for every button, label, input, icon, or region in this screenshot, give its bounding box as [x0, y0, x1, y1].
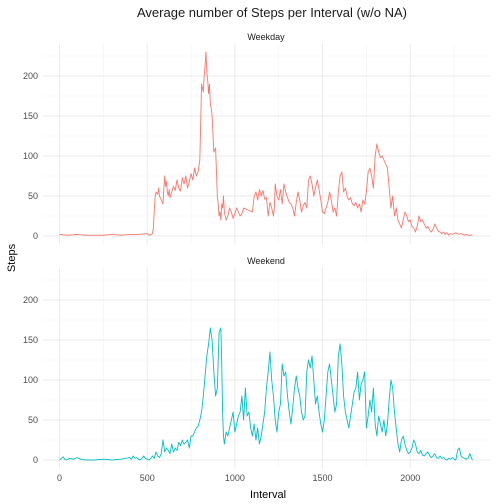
panel-strip-label: Weekday — [247, 32, 285, 42]
panel-strip-label: Weekend — [247, 256, 285, 266]
x-tick-label: 1000 — [225, 473, 245, 483]
x-tick-label: 500 — [140, 473, 155, 483]
y-tick-label: 200 — [23, 71, 38, 81]
y-tick-label: 150 — [23, 335, 38, 345]
panel-weekday: 0 50 100 150 200 Weekday — [23, 32, 490, 244]
series-line-weekday — [59, 51, 473, 236]
y-tick-label: 100 — [23, 151, 38, 161]
y-tick-label: 50 — [28, 415, 38, 425]
chart-title: Average number of Steps per Interval (w/… — [137, 5, 407, 20]
x-axis-title: Interval — [250, 489, 286, 501]
x-tick-label: 1500 — [313, 473, 333, 483]
x-tick-label: 2000 — [400, 473, 420, 483]
y-tick-label: 0 — [33, 231, 38, 241]
series-line-weekend — [59, 327, 473, 461]
y-axis-title: Steps — [6, 243, 18, 272]
chart-panels: 0 50 100 150 200 Weekday 0 50 100 150 200 Weekend 0 5… — [23, 32, 490, 483]
y-tick-label: 150 — [23, 111, 38, 121]
panel-weekend: 0 50 100 150 200 Weekend 0 500 1000 1500 2000 — [23, 256, 490, 483]
y-tick-label: 200 — [23, 295, 38, 305]
y-tick-label: 50 — [28, 191, 38, 201]
y-tick-label: 100 — [23, 375, 38, 385]
y-tick-label: 0 — [33, 455, 38, 465]
x-tick-label: 0 — [57, 473, 62, 483]
